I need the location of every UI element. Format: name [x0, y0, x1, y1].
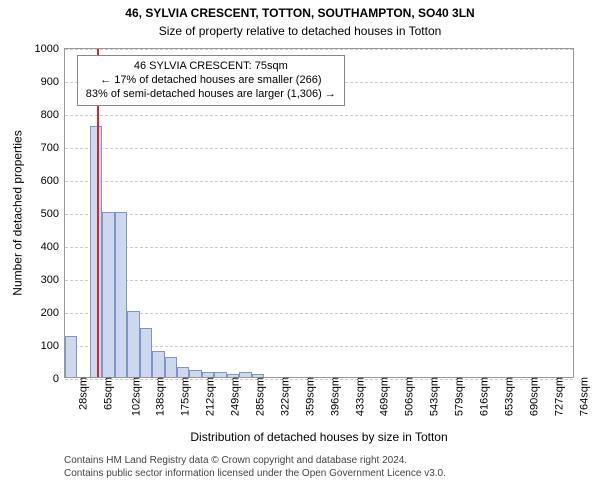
x-tick-label: 727sqm — [549, 377, 565, 416]
y-tick-label: 300 — [41, 274, 65, 286]
x-tick-label: 28sqm — [74, 377, 90, 410]
x-tick-label: 322sqm — [275, 377, 291, 416]
annotation-line3: 83% of semi-detached houses are larger (… — [86, 88, 336, 102]
x-tick-label: 65sqm — [99, 377, 115, 410]
x-tick-label: 469sqm — [375, 377, 391, 416]
histogram-bar — [65, 336, 77, 377]
histogram-bar — [214, 372, 226, 377]
annotation-box: 46 SYLVIA CRESCENT: 75sqm ← 17% of detac… — [77, 55, 345, 106]
y-axis-label: Number of detached properties — [11, 130, 25, 295]
chart-title: 46, SYLVIA CRESCENT, TOTTON, SOUTHAMPTON… — [0, 6, 600, 20]
x-tick-label: 506sqm — [400, 377, 416, 416]
plot-area: 0100200300400500600700800900100028sqm65s… — [64, 48, 574, 378]
gridline-h — [65, 247, 573, 248]
gridline-h — [65, 49, 573, 50]
histogram-bar — [252, 374, 264, 377]
annotation-line1: 46 SYLVIA CRESCENT: 75sqm — [86, 60, 336, 74]
gridline-h — [65, 115, 573, 116]
x-tick-label: 249sqm — [226, 377, 242, 416]
y-tick-label: 700 — [41, 142, 65, 154]
histogram-bar — [152, 351, 164, 377]
gridline-h — [65, 280, 573, 281]
gridline-h — [65, 181, 573, 182]
y-tick-label: 500 — [41, 208, 65, 220]
gridline-h — [65, 148, 573, 149]
histogram-bar — [140, 328, 152, 378]
footer-attribution: Contains HM Land Registry data © Crown c… — [64, 454, 446, 480]
annotation-line2: ← 17% of detached houses are smaller (26… — [86, 74, 336, 88]
y-tick-label: 0 — [53, 373, 65, 385]
y-tick-label: 400 — [41, 241, 65, 253]
y-tick-label: 1000 — [35, 43, 65, 55]
footer-line1: Contains HM Land Registry data © Crown c… — [64, 454, 446, 467]
x-tick-label: 579sqm — [449, 377, 465, 416]
histogram-bar — [165, 357, 177, 377]
x-tick-label: 764sqm — [574, 377, 590, 416]
x-tick-label: 616sqm — [474, 377, 490, 416]
y-tick-label: 200 — [41, 307, 65, 319]
x-tick-label: 138sqm — [151, 377, 167, 416]
histogram-bar — [115, 212, 127, 377]
y-tick-label: 600 — [41, 175, 65, 187]
histogram-bar — [239, 372, 251, 377]
gridline-h — [65, 313, 573, 314]
histogram-bar — [227, 374, 239, 377]
histogram-bar — [177, 367, 189, 377]
y-tick-label: 800 — [41, 109, 65, 121]
y-tick-label: 900 — [41, 76, 65, 88]
footer-line2: Contains public sector information licen… — [64, 467, 446, 480]
histogram-bar — [127, 311, 139, 377]
chart-subtitle: Size of property relative to detached ho… — [0, 24, 600, 38]
x-tick-label: 690sqm — [524, 377, 540, 416]
x-axis-label: Distribution of detached houses by size … — [64, 430, 574, 444]
x-tick-label: 396sqm — [325, 377, 341, 416]
x-tick-label: 175sqm — [176, 377, 192, 416]
x-tick-label: 285sqm — [250, 377, 266, 416]
x-tick-label: 212sqm — [201, 377, 217, 416]
x-tick-label: 543sqm — [425, 377, 441, 416]
gridline-h — [65, 214, 573, 215]
x-tick-label: 102sqm — [127, 377, 143, 416]
histogram-bar — [102, 212, 114, 377]
x-tick-label: 433sqm — [351, 377, 367, 416]
x-tick-label: 359sqm — [300, 377, 316, 416]
histogram-bar — [202, 372, 214, 377]
x-tick-label: 653sqm — [499, 377, 515, 416]
histogram-bar — [189, 370, 201, 377]
y-tick-label: 100 — [41, 340, 65, 352]
